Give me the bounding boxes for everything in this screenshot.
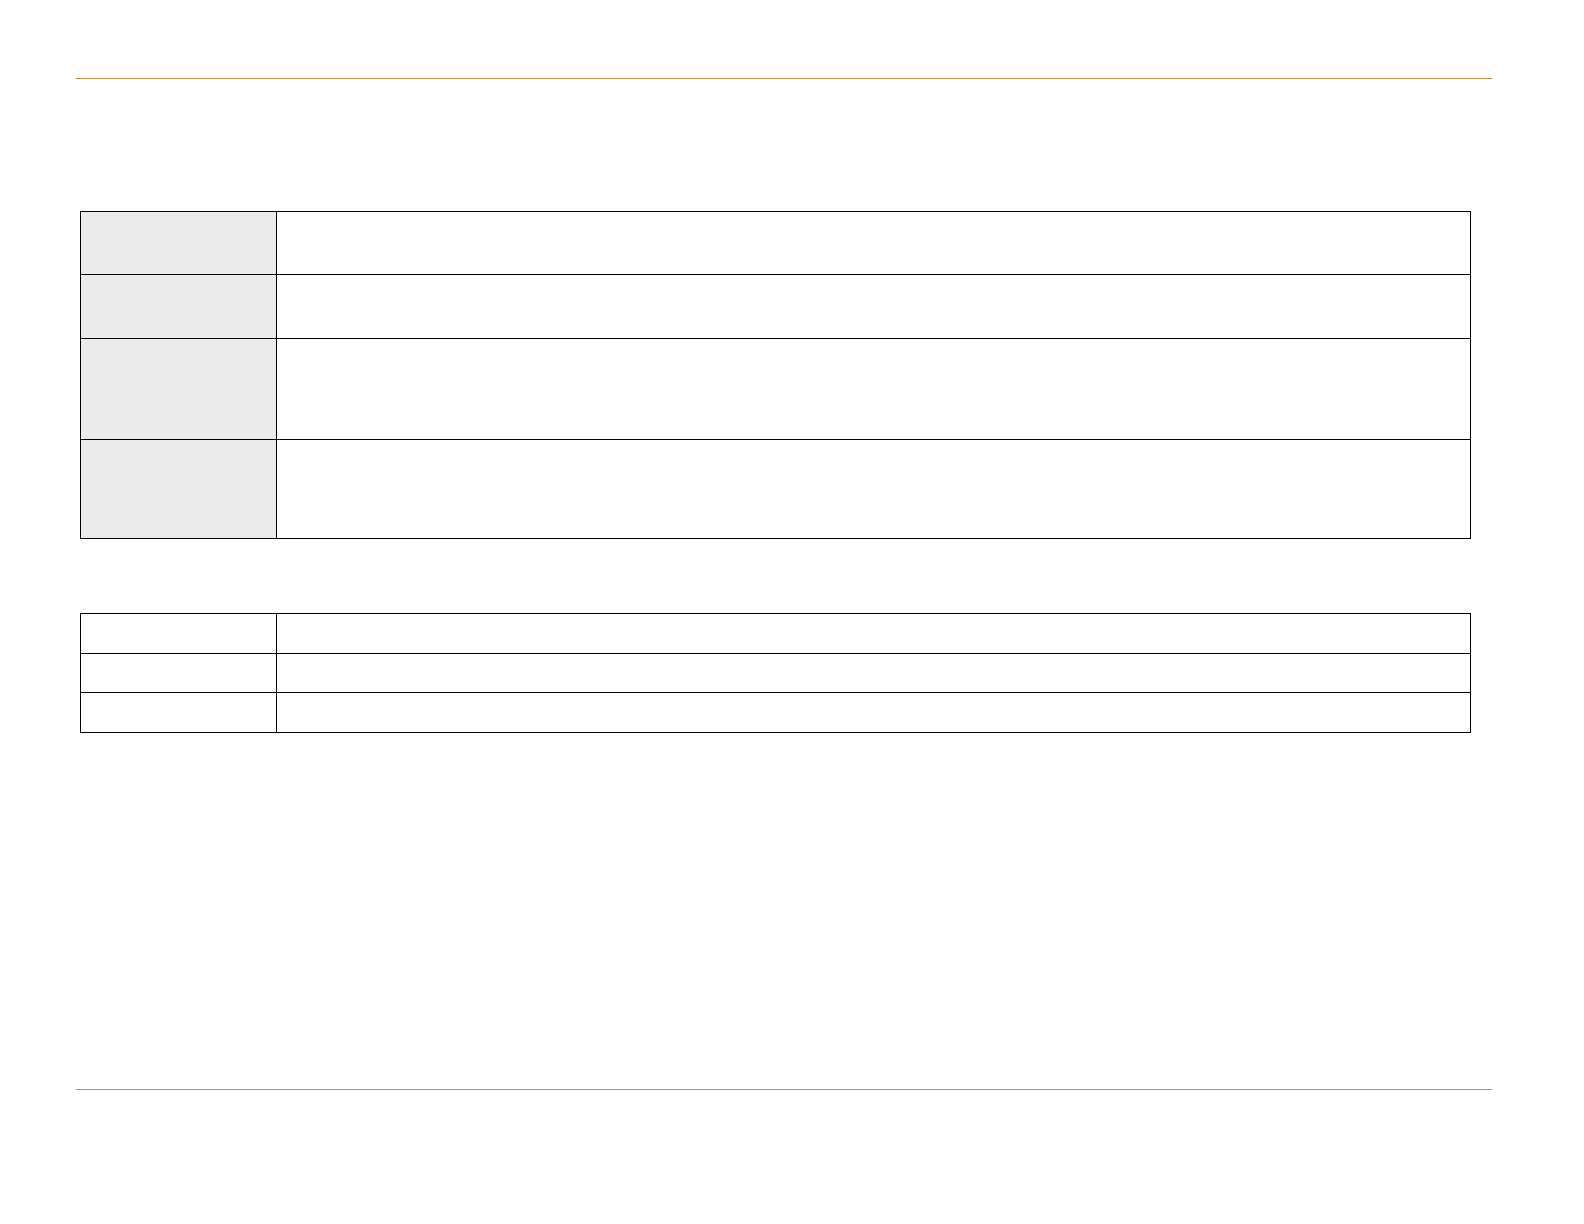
footer-rule — [76, 1089, 1492, 1090]
row-value — [276, 439, 1471, 539]
header-rule — [76, 78, 1492, 79]
table-row — [80, 211, 1471, 275]
secondary-table — [80, 613, 1471, 733]
table-row — [80, 338, 1471, 440]
row-label — [80, 692, 277, 733]
table-row — [80, 653, 1471, 693]
table-row — [80, 613, 1471, 654]
row-label — [80, 274, 277, 339]
row-value — [276, 338, 1471, 440]
table-row — [80, 439, 1471, 539]
info-table — [80, 211, 1471, 539]
row-value — [276, 692, 1471, 733]
table-row — [80, 692, 1471, 733]
row-label — [80, 439, 277, 539]
row-label — [80, 613, 277, 654]
row-label — [80, 653, 277, 693]
row-label — [80, 211, 277, 275]
row-value — [276, 274, 1471, 339]
row-value — [276, 613, 1471, 654]
row-value — [276, 653, 1471, 693]
table-row — [80, 274, 1471, 339]
row-value — [276, 211, 1471, 275]
row-label — [80, 338, 277, 440]
